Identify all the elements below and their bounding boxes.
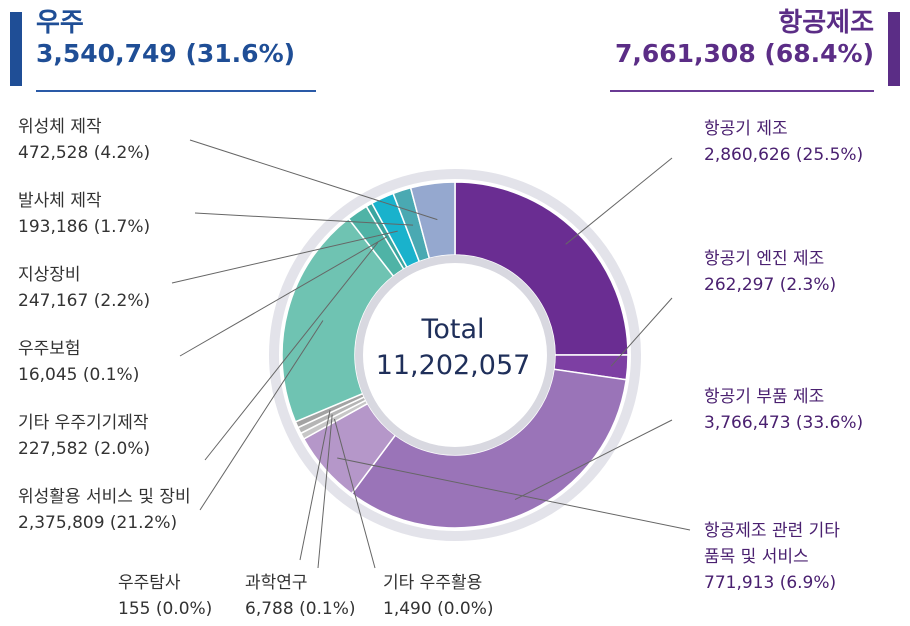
label-other-space-equip: 기타 우주기기제작 227,582 (2.0%)	[18, 410, 150, 462]
label-aircraft-value: 2,860,626 (25.5%)	[704, 145, 864, 165]
label-other-space-equip-value: 227,582 (2.0%)	[18, 439, 151, 459]
leader-line-2	[514, 419, 673, 500]
space-header: 우주 3,540,749 (31.6%)	[10, 8, 316, 92]
label-engine-value: 262,297 (2.3%)	[704, 275, 837, 295]
label-science-value: 6,788 (0.1%)	[245, 599, 356, 619]
label-insurance: 우주보험 16,045 (0.1%)	[18, 336, 139, 388]
label-ground-equip: 지상장비 247,167 (2.2%)	[18, 262, 150, 314]
label-sat-services-value: 2,375,809 (21.2%)	[18, 513, 178, 533]
leader-line-10	[171, 230, 398, 284]
leader-line-8	[204, 242, 379, 461]
label-aero-other-value: 771,913 (6.9%)	[704, 573, 837, 593]
label-engine-name: 항공기 엔진 제조	[704, 249, 825, 269]
space-total: 3,540,749 (31.6%)	[36, 39, 296, 68]
label-aircraft-name: 항공기 제조	[704, 119, 788, 139]
label-aircraft: 항공기 제조 2,860,626 (25.5%)	[704, 116, 863, 168]
label-sat-services-name: 위성활용 서비스 및 장비	[18, 487, 191, 507]
label-exploration: 우주탐사 155 (0.0%)	[118, 570, 212, 622]
aero-title: 항공제조	[778, 8, 874, 38]
aero-accent-bar	[888, 12, 900, 86]
center-total: Total 11,202,057	[343, 312, 563, 384]
total-label: Total	[421, 314, 485, 345]
leader-line-5	[317, 414, 333, 569]
label-aero-other-name-1: 항공제조 관련 기타	[704, 521, 840, 541]
leader-line-7	[199, 320, 324, 511]
label-aero-other-name-2: 품목 및 서비스	[704, 547, 809, 567]
label-parts: 항공기 부품 제조 3,766,473 (33.6%)	[704, 384, 863, 436]
label-engine: 항공기 엔진 제조 262,297 (2.3%)	[704, 246, 836, 298]
space-underline	[36, 90, 316, 92]
donut-outer-ring	[269, 169, 641, 541]
label-insurance-name: 우주보험	[18, 339, 81, 359]
label-ground-equip-value: 247,167 (2.2%)	[18, 291, 151, 311]
label-parts-value: 3,766,473 (33.6%)	[704, 413, 864, 433]
leader-line-0	[565, 157, 673, 245]
leader-line-12	[189, 139, 438, 221]
donut-hole	[355, 255, 555, 455]
label-parts-name: 항공기 부품 제조	[704, 387, 825, 407]
label-exploration-value: 155 (0.0%)	[118, 599, 213, 619]
label-exploration-name: 우주탐사	[118, 573, 181, 593]
label-sat-services: 위성활용 서비스 및 장비 2,375,809 (21.2%)	[18, 484, 191, 536]
label-other-space-equip-name: 기타 우주기기제작	[18, 413, 149, 433]
label-launcher-value: 193,186 (1.7%)	[18, 217, 151, 237]
aero-total: 7,661,308 (68.4%)	[614, 39, 874, 68]
label-launcher: 발사체 제작 193,186 (1.7%)	[18, 188, 150, 240]
label-satellite: 위성체 제작 472,528 (4.2%)	[18, 114, 150, 166]
label-satellite-name: 위성체 제작	[18, 117, 102, 137]
label-satellite-value: 472,528 (4.2%)	[18, 143, 151, 163]
leader-line-4	[333, 418, 376, 569]
label-space-other-use-value: 1,490 (0.0%)	[383, 599, 494, 619]
label-science: 과학연구 6,788 (0.1%)	[245, 570, 356, 622]
space-title: 우주	[36, 8, 84, 38]
label-space-other-use: 기타 우주활용 1,490 (0.0%)	[383, 570, 494, 622]
label-science-name: 과학연구	[245, 573, 308, 593]
leader-line-6	[299, 409, 331, 561]
aero-underline	[610, 90, 874, 92]
label-space-other-use-name: 기타 우주활용	[383, 573, 483, 593]
leader-line-9	[179, 236, 388, 357]
label-launcher-name: 발사체 제작	[18, 191, 102, 211]
leader-line-11	[194, 212, 414, 226]
label-ground-equip-name: 지상장비	[18, 265, 81, 285]
label-aero-other: 항공제조 관련 기타 품목 및 서비스 771,913 (6.9%)	[704, 518, 840, 596]
space-accent-bar	[10, 12, 22, 86]
leader-line-3	[337, 457, 691, 531]
aero-header: 항공제조 7,661,308 (68.4%)	[610, 8, 900, 92]
leader-line-1	[610, 297, 673, 367]
label-insurance-value: 16,045 (0.1%)	[18, 365, 140, 385]
total-value: 11,202,057	[375, 350, 531, 381]
